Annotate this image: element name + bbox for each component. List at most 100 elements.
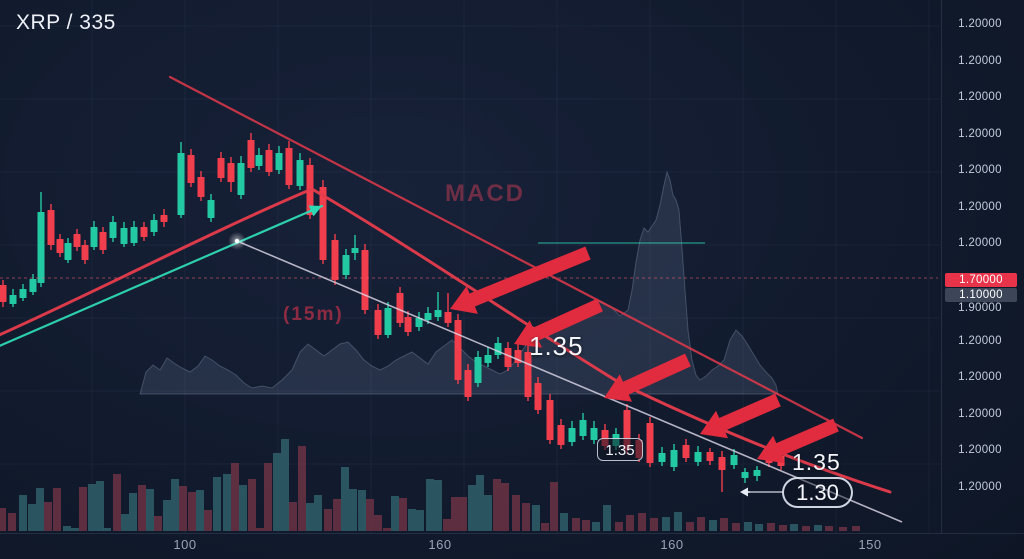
timeframe-label: (15m) <box>283 304 344 325</box>
price-axis-label: 1.20000 <box>958 444 1002 456</box>
volume-bar <box>138 485 146 531</box>
price-annotation-130-pill[interactable]: 1.30 <box>782 477 853 508</box>
volume-bar <box>63 526 71 531</box>
volume-bar <box>44 502 52 531</box>
teal-arrowhead[interactable] <box>307 205 323 217</box>
volume-bar <box>188 492 196 531</box>
time-axis-label: 160 <box>428 537 452 552</box>
volume-bar <box>383 528 391 531</box>
red-arrow-drawing[interactable] <box>604 353 691 402</box>
price-axis-label: 1.20000 <box>958 18 1002 30</box>
candle-body <box>99 232 107 250</box>
teal-trend-line[interactable] <box>0 204 324 350</box>
candle-body <box>56 239 64 253</box>
price-axis-label: 1.20000 <box>958 55 1002 67</box>
volume-bar <box>541 523 549 531</box>
candle-body <box>706 452 714 461</box>
candle-body <box>454 320 462 380</box>
candle-body <box>718 457 726 470</box>
candle-body <box>130 227 138 243</box>
candle-body <box>255 155 263 166</box>
candle-body <box>331 240 339 280</box>
volume-bar <box>374 515 382 531</box>
candle-body <box>361 250 369 310</box>
volume-bar <box>532 505 540 531</box>
volume-bar <box>709 520 717 531</box>
volume-bar <box>349 489 357 531</box>
price-annotation-135-big[interactable]: 1.35 <box>529 331 584 361</box>
volume-bar <box>650 518 658 531</box>
candle-body <box>237 163 245 195</box>
candle-body <box>275 153 283 170</box>
volume-bar <box>96 481 104 531</box>
time-axis[interactable]: 100 160 160 150 <box>0 533 1024 559</box>
red-arrow-drawing[interactable] <box>514 298 603 348</box>
volume-bar <box>391 496 399 531</box>
volume-bar <box>744 522 752 531</box>
candle-body <box>374 310 382 335</box>
ma-curve-line[interactable] <box>0 187 892 494</box>
candle-body <box>197 177 205 197</box>
volume-bar <box>129 493 137 531</box>
volume-bar <box>802 526 810 531</box>
price-axis[interactable]: 1.20000 1.20000 1.20000 1.20000 1.20000 1.200… <box>941 0 1024 533</box>
volume-bar <box>839 527 847 531</box>
volume-bar <box>426 479 434 531</box>
red-arrow-drawing[interactable] <box>700 393 781 439</box>
candle-body <box>47 210 55 245</box>
volume-bar <box>248 479 256 531</box>
symbol-title: XRP / 335 <box>16 11 116 34</box>
channel-lower-line[interactable] <box>236 240 903 523</box>
red-arrow-drawing[interactable] <box>450 246 591 314</box>
volume-bar <box>501 483 509 531</box>
arrow-drawings[interactable] <box>450 246 839 497</box>
red-arrow-drawing[interactable] <box>757 418 839 464</box>
price-annotation-135-right[interactable]: 1.35 <box>792 449 841 475</box>
price-axis-label: 1.20000 <box>958 164 1002 176</box>
candle-body <box>444 312 452 323</box>
volume-bar <box>71 528 79 531</box>
volume-bar <box>674 512 682 531</box>
candle-body <box>464 370 472 397</box>
price-axis-label: 1.20000 <box>958 128 1002 140</box>
volume-bar <box>358 490 366 531</box>
candle-body <box>590 428 598 440</box>
volume-bar <box>416 510 424 531</box>
trend-lines[interactable] <box>0 75 938 523</box>
volume-bar <box>560 513 568 531</box>
volume-bar <box>814 525 822 531</box>
volume-bar <box>522 503 530 531</box>
candle-body <box>434 310 442 317</box>
volume-bar <box>314 495 322 531</box>
candle-body <box>342 255 350 275</box>
volume-bar <box>443 519 451 531</box>
candle-body <box>396 293 404 323</box>
volume-bar <box>638 513 646 531</box>
current-price-tag: 1.10000 <box>945 288 1017 302</box>
volume-bar <box>163 500 171 531</box>
volume-bar <box>256 528 264 531</box>
candle-body <box>285 148 293 185</box>
candle-body <box>0 285 7 302</box>
candle-body <box>160 215 168 222</box>
candle-body <box>227 163 235 182</box>
volume-bar <box>273 453 281 531</box>
volume-bar <box>88 484 96 531</box>
indicator-mountain <box>139 170 779 395</box>
volume-bar <box>476 475 484 531</box>
volume-bar <box>154 516 162 531</box>
price-axis-label: 1.20000 <box>958 335 1002 347</box>
candle-body <box>29 279 37 292</box>
price-annotation-135-boxed[interactable]: 1.35 <box>597 438 643 461</box>
volume-bar <box>231 463 239 531</box>
volume-bar <box>341 467 349 531</box>
volume-bar <box>306 503 314 531</box>
volume-bar <box>790 524 798 531</box>
channel-upper-line[interactable] <box>168 75 864 440</box>
candle-body <box>694 452 702 462</box>
pointer-arrowhead-130[interactable] <box>740 487 750 497</box>
candle-body <box>90 227 98 247</box>
volume-bar <box>626 515 634 531</box>
